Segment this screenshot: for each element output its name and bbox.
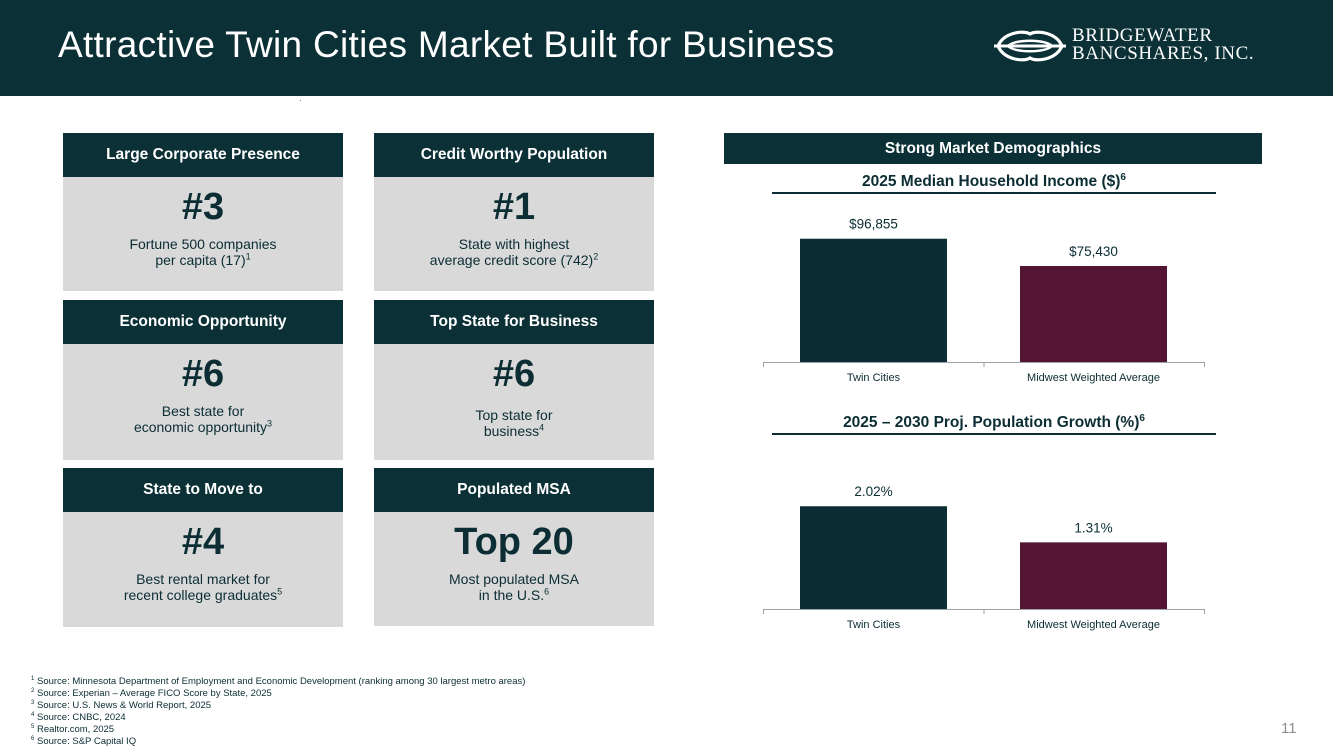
card-desc-line-2: business <box>483 423 540 439</box>
card-desc-line-1: Top state for <box>475 407 553 423</box>
footnote-line: 3 Source: U.S. News & World Report, 2025 <box>31 700 525 712</box>
card-rank: #6 <box>492 353 536 395</box>
income-bar-1 <box>800 238 947 362</box>
card-credit-worthy: Credit Worthy Population #1 State with h… <box>374 133 654 291</box>
population-value-label-1: 2.02% <box>854 484 892 499</box>
card-heading: Credit Worthy Population <box>374 133 654 177</box>
population-value-label-2: 1.31% <box>1074 520 1112 535</box>
card-desc-line-1: State with highest <box>458 236 570 252</box>
card-description: State with highest average credit score … <box>374 236 654 268</box>
income-value-label-2: $75,430 <box>1069 244 1118 259</box>
footnote-number: 2 <box>31 687 35 694</box>
population-chart-title-text: 2025 – 2030 Proj. Population Growth (%) <box>843 414 1140 431</box>
population-chart-title: 2025 – 2030 Proj. Population Growth (%)6 <box>772 412 1216 435</box>
card-footnote-ref: 1 <box>245 251 251 262</box>
footnotes: 1 Source: Minnesota Department of Employ… <box>31 676 525 748</box>
card-footnote-ref: 6 <box>544 586 550 597</box>
card-rank: Top 20 <box>454 521 574 563</box>
card-rank: #4 <box>181 521 225 563</box>
footnote-line: 6 Source: S&P Capital IQ <box>31 736 525 748</box>
card-economic-opportunity: Economic Opportunity #6 Best state for e… <box>63 300 343 460</box>
population-category-label-2: Midwest Weighted Average <box>1027 619 1160 631</box>
card-desc-line-1: Fortune 500 companies <box>129 236 277 252</box>
card-footnote-ref: 3 <box>267 418 273 429</box>
card-description: Best state for economic opportunity3 <box>63 403 343 435</box>
population-chart-footnote-ref: 6 <box>1139 412 1145 424</box>
company-logo: BRIDGEWATER BANCSHARES, INC. <box>994 26 1274 68</box>
card-heading: Economic Opportunity <box>63 300 343 344</box>
card-corporate-presence: Large Corporate Presence #3 Fortune 500 … <box>63 133 343 291</box>
card-rank: #3 <box>181 186 225 228</box>
population-bar-1 <box>800 506 947 609</box>
population-category-label-1: Twin Cities <box>847 619 901 631</box>
header-bar: Attractive Twin Cities Market Built for … <box>0 0 1333 96</box>
stray-mark <box>300 100 301 101</box>
income-value-label-1: $96,855 <box>849 217 898 232</box>
footnote-line: 4 Source: CNBC, 2024 <box>31 712 525 724</box>
footnote-text: Source: Minnesota Department of Employme… <box>34 676 526 687</box>
footnote-line: 1 Source: Minnesota Department of Employ… <box>31 676 525 688</box>
card-desc-line-1: Best state for <box>161 403 245 419</box>
card-description: Top state for business4 <box>374 407 654 439</box>
footnote-number: 6 <box>31 735 35 742</box>
card-heading: Large Corporate Presence <box>63 133 343 177</box>
card-heading: Top State for Business <box>374 300 654 344</box>
logo-line-2: BANCSHARES, INC. <box>1072 43 1255 64</box>
footnote-text: Source: U.S. News & World Report, 2025 <box>34 700 212 711</box>
income-category-label-1: Twin Cities <box>847 372 901 384</box>
logo-mark-icon <box>994 30 1066 62</box>
income-chart-title: 2025 Median Household Income ($)6 <box>772 171 1216 194</box>
logo-text: BRIDGEWATER BANCSHARES, INC. <box>1072 25 1255 64</box>
card-footnote-ref: 5 <box>277 586 283 597</box>
card-desc-line-2: in the U.S. <box>478 587 545 603</box>
logo-line-1: BRIDGEWATER <box>1072 25 1213 46</box>
card-populated-msa: Populated MSA Top 20 Most populated MSA … <box>374 468 654 626</box>
page-title: Attractive Twin Cities Market Built for … <box>58 24 835 65</box>
footnote-number: 4 <box>31 711 35 718</box>
page-number: 11 <box>1281 720 1297 737</box>
card-footnote-ref: 2 <box>593 251 599 262</box>
card-top-state-business: Top State for Business #6 Top state for … <box>374 300 654 460</box>
footnote-line: 2 Source: Experian – Average FICO Score … <box>31 688 525 700</box>
footnote-text: Source: S&P Capital IQ <box>34 736 137 747</box>
card-description: Fortune 500 companies per capita (17)1 <box>63 236 343 268</box>
card-desc-line-2: recent college graduates <box>123 587 278 603</box>
card-description: Best rental market for recent college gr… <box>63 571 343 603</box>
card-state-to-move: State to Move to #4 Best rental market f… <box>63 468 343 627</box>
footnote-text: Source: CNBC, 2024 <box>34 712 126 723</box>
demographics-heading: Strong Market Demographics <box>724 133 1262 164</box>
card-heading: State to Move to <box>63 468 343 512</box>
card-rank: #1 <box>492 186 536 228</box>
card-rank: #6 <box>181 353 225 395</box>
card-heading: Populated MSA <box>374 468 654 512</box>
footnote-text: Realtor.com, 2025 <box>34 724 115 735</box>
income-category-label-2: Midwest Weighted Average <box>1027 372 1160 384</box>
card-desc-line-2: per capita (17) <box>155 252 246 268</box>
footnote-number: 5 <box>31 723 35 730</box>
card-desc-line-2: economic opportunity <box>133 419 268 435</box>
card-footnote-ref: 4 <box>539 422 545 433</box>
card-desc-line-2: average credit score (742) <box>429 252 594 268</box>
card-desc-line-1: Most populated MSA <box>449 571 579 587</box>
footnote-text: Source: Experian – Average FICO Score by… <box>34 688 272 699</box>
card-desc-line-1: Best rental market for <box>136 571 270 587</box>
footnote-number: 3 <box>31 699 35 706</box>
income-chart-footnote-ref: 6 <box>1120 171 1126 183</box>
income-bar-2 <box>1020 265 1167 362</box>
population-bar-2 <box>1020 542 1167 609</box>
footnote-number: 1 <box>31 675 35 682</box>
card-description: Most populated MSA in the U.S.6 <box>374 571 654 603</box>
income-chart-title-text: 2025 Median Household Income ($) <box>862 173 1121 190</box>
footnote-line: 5 Realtor.com, 2025 <box>31 724 525 736</box>
